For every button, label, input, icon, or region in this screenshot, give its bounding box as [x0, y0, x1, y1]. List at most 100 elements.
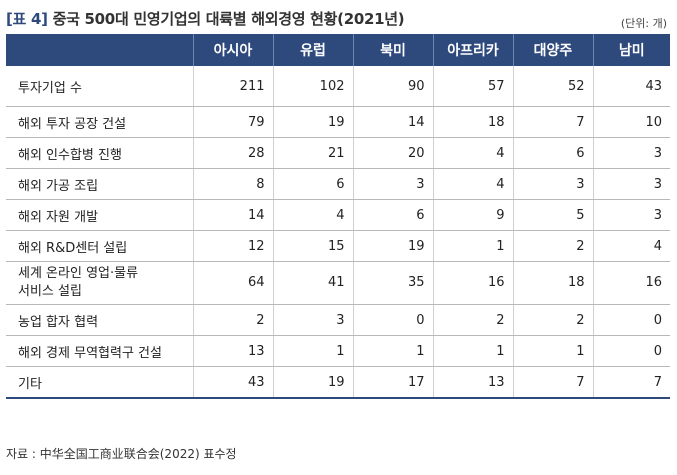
value-cell: 3	[592, 137, 670, 169]
value-cell: 43	[592, 66, 670, 107]
value-cell: 2	[432, 304, 513, 336]
table-row: 해외 경제 무역협력구 건설 13 1 1 1 1 0	[6, 335, 670, 367]
value-cell: 8	[192, 168, 273, 200]
value-cell: 90	[352, 66, 433, 107]
value-cell: 211	[192, 66, 273, 107]
value-cell: 2	[512, 230, 593, 262]
value-cell: 3	[272, 304, 353, 336]
table-row: 해외 R&D센터 설립 12 15 19 1 2 4	[6, 230, 670, 262]
row-label: 해외 자원 개발	[6, 199, 193, 231]
table-row: 해외 인수합병 진행 28 21 20 4 6 3	[6, 137, 670, 169]
value-cell: 41	[272, 261, 353, 305]
source-note: 자료 : 中华全国工商业联合会(2022) 표수정	[6, 447, 237, 461]
value-cell: 3	[512, 168, 593, 200]
value-cell: 13	[192, 335, 273, 367]
value-cell: 21	[272, 137, 353, 169]
value-cell: 16	[432, 261, 513, 305]
value-cell: 1	[272, 335, 353, 367]
value-cell: 3	[592, 199, 670, 231]
value-cell: 6	[352, 199, 433, 231]
value-cell: 1	[432, 335, 513, 367]
row-label-line: 해외 경제 무역협력구 건설	[18, 345, 162, 361]
header-cell-category	[6, 34, 193, 66]
table-body: 투자기업 수 211 102 90 57 52 43 해외 투자 공장 건설 79 19 14 18 7…	[6, 66, 670, 399]
value-cell: 4	[432, 137, 513, 169]
value-cell: 15	[272, 230, 353, 262]
table-row: 해외 자원 개발 14 4 6 9 5 3	[6, 199, 670, 231]
value-cell: 19	[272, 366, 353, 399]
value-cell: 4	[592, 230, 670, 262]
header-cell-region: 유럽	[272, 34, 353, 66]
value-cell: 3	[352, 168, 433, 200]
row-label: 농업 합자 협력	[6, 304, 193, 336]
value-cell: 17	[352, 366, 433, 399]
value-cell: 16	[592, 261, 670, 305]
value-cell: 10	[592, 106, 670, 138]
value-cell: 79	[192, 106, 273, 138]
value-cell: 52	[512, 66, 593, 107]
table-header-row: 아시아 유럽 북미 아프리카 대양주 남미	[6, 34, 670, 66]
value-cell: 0	[352, 304, 433, 336]
row-label-line: 세계 온라인 영업·물류	[18, 266, 139, 281]
table-title-text: 중국 500대 민영기업의 대륙별 해외경영 현황(2021년)	[52, 10, 405, 28]
value-cell: 64	[192, 261, 273, 305]
row-label-line: 해외 자원 개발	[18, 209, 99, 225]
row-label-line: 투자기업 수	[18, 80, 82, 96]
value-cell: 13	[432, 366, 513, 399]
value-cell: 7	[592, 366, 670, 399]
header-cell-region: 아프리카	[432, 34, 513, 66]
value-cell: 7	[512, 106, 593, 138]
table-row: 농업 합자 협력 2 3 0 2 2 0	[6, 304, 670, 336]
value-cell: 18	[512, 261, 593, 305]
value-cell: 3	[592, 168, 670, 200]
value-cell: 1	[432, 230, 513, 262]
value-cell: 35	[352, 261, 433, 305]
row-label: 해외 가공 조립	[6, 168, 193, 200]
value-cell: 9	[432, 199, 513, 231]
row-label-line: 기타	[18, 376, 42, 392]
value-cell: 28	[192, 137, 273, 169]
value-cell: 0	[592, 335, 670, 367]
value-cell: 1	[512, 335, 593, 367]
table-row: 해외 투자 공장 건설 79 19 14 18 7 10	[6, 106, 670, 138]
value-cell: 14	[192, 199, 273, 231]
value-cell: 102	[272, 66, 353, 107]
table-row: 투자기업 수 211 102 90 57 52 43	[6, 66, 670, 107]
row-label-line: 농업 합자 협력	[18, 314, 99, 330]
value-cell: 5	[512, 199, 593, 231]
header-cell-region: 아시아	[192, 34, 273, 66]
row-label: 해외 R&D센터 설립	[6, 230, 193, 262]
header-cell-region: 남미	[592, 34, 670, 66]
value-cell: 4	[432, 168, 513, 200]
row-label-line: 서비스 설립	[18, 284, 82, 299]
row-label-line: 해외 투자 공장 건설	[18, 116, 127, 132]
table-row: 세계 온라인 영업·물류 서비스 설립 64 41 35 16 18 16	[6, 261, 670, 305]
header-cell-region: 대양주	[512, 34, 593, 66]
value-cell: 6	[512, 137, 593, 169]
table-row: 해외 가공 조립 8 6 3 4 3 3	[6, 168, 670, 200]
table-row: 기타 43 19 17 13 7 7	[6, 366, 670, 399]
value-cell: 7	[512, 366, 593, 399]
value-cell: 4	[272, 199, 353, 231]
row-label: 해외 투자 공장 건설	[6, 106, 193, 138]
value-cell: 2	[512, 304, 593, 336]
table-title: [표 4] 중국 500대 민영기업의 대륙별 해외경영 현황(2021년)	[6, 8, 405, 29]
value-cell: 19	[352, 230, 433, 262]
row-label: 투자기업 수	[6, 66, 193, 107]
row-label-line: 해외 R&D센터 설립	[18, 240, 128, 256]
value-cell: 18	[432, 106, 513, 138]
unit-label: (단위: 개)	[620, 17, 667, 30]
value-cell: 0	[592, 304, 670, 336]
value-cell: 1	[352, 335, 433, 367]
value-cell: 43	[192, 366, 273, 399]
value-cell: 12	[192, 230, 273, 262]
header-cell-region: 북미	[352, 34, 433, 66]
row-label: 해외 인수합병 진행	[6, 137, 193, 169]
row-label: 해외 경제 무역협력구 건설	[6, 335, 193, 367]
data-table: 아시아 유럽 북미 아프리카 대양주 남미 투자기업 수 211 102 90 57 52 43 해외 …	[6, 34, 670, 399]
value-cell: 20	[352, 137, 433, 169]
value-cell: 2	[192, 304, 273, 336]
table-number: [표 4]	[6, 10, 48, 28]
